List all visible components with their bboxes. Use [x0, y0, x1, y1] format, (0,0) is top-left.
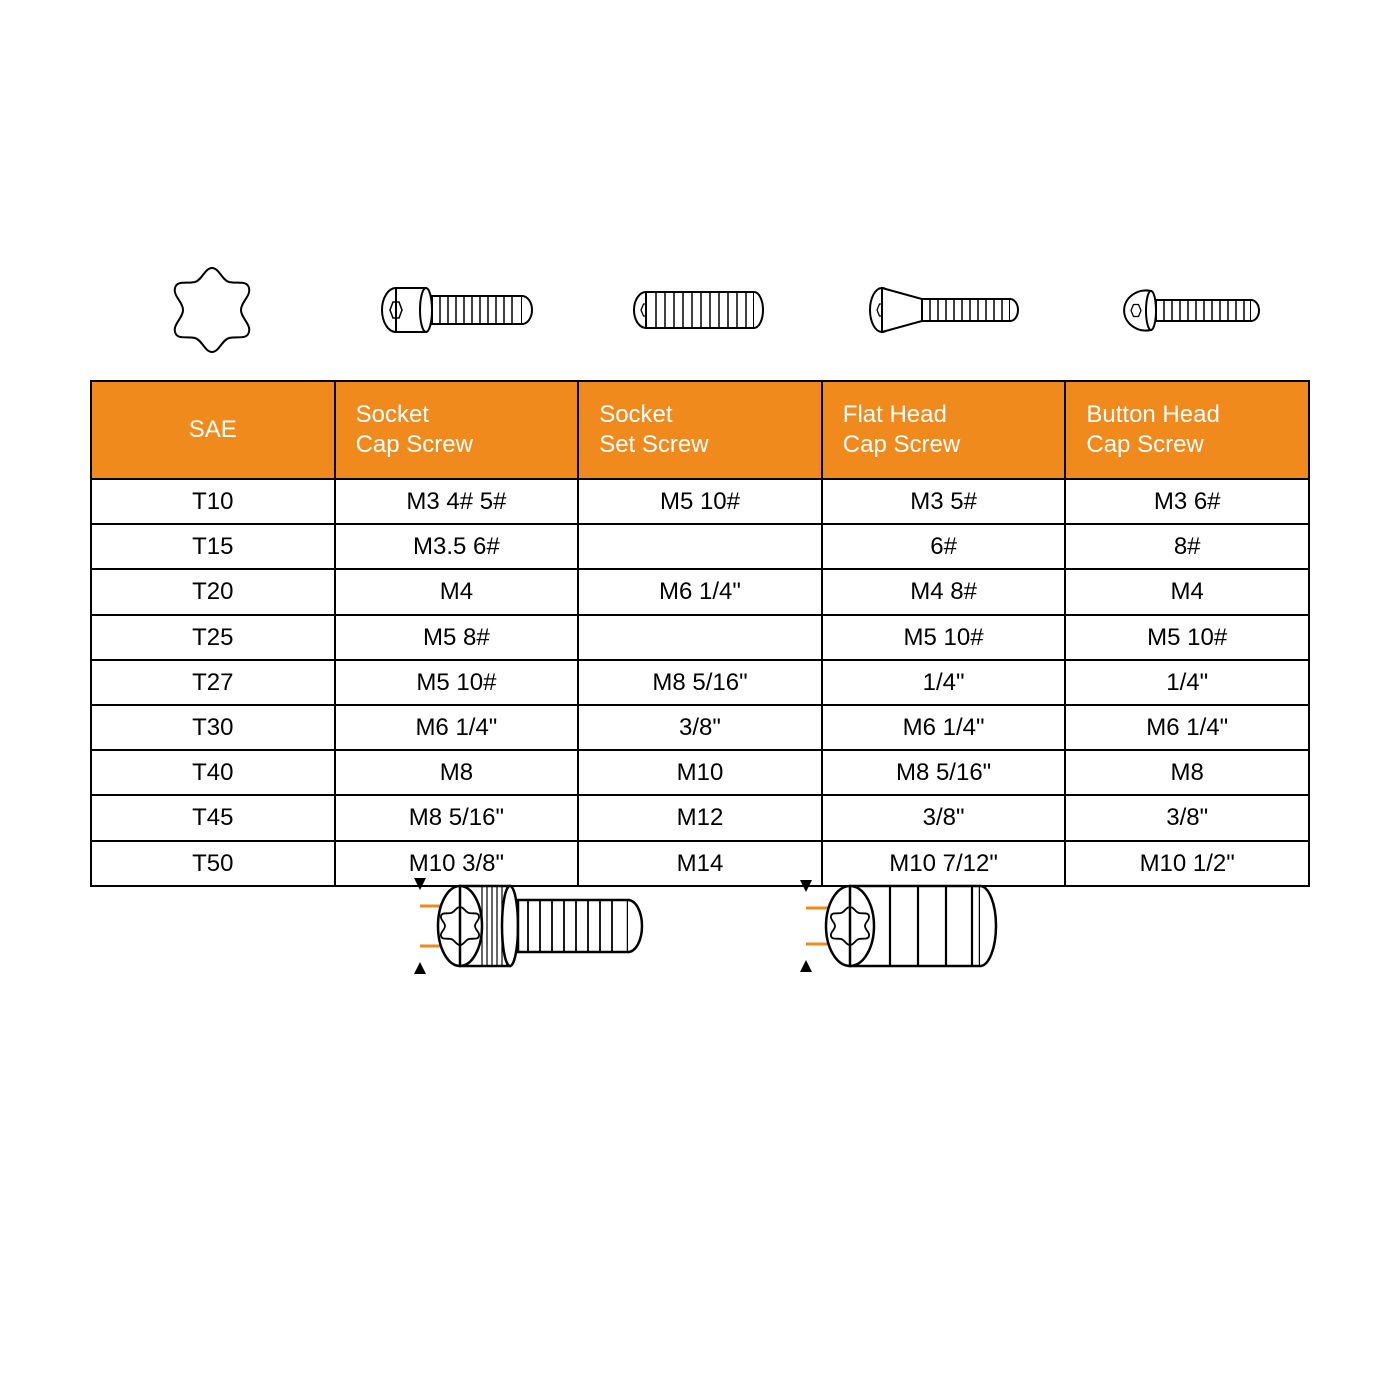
table-cell: M5 10# — [335, 660, 579, 705]
table-cell: M6 1/4" — [578, 569, 822, 614]
col-label: Socket — [599, 401, 672, 428]
table-cell: M10 — [578, 750, 822, 795]
dimension-illustration-row — [0, 870, 1400, 990]
socket-set-screw-icon — [578, 285, 822, 335]
table-cell: M12 — [578, 795, 822, 840]
table-cell: T40 — [91, 750, 335, 795]
table-cell: M8 — [1065, 750, 1309, 795]
torx-size-table: SAE Socket Cap Screw Socket Set Screw Fl… — [90, 380, 1310, 887]
table-cell: M8 5/16" — [822, 750, 1066, 795]
col-header-socket-cap: Socket Cap Screw — [335, 381, 579, 479]
table-cell: 6# — [822, 524, 1066, 569]
table-cell: T45 — [91, 795, 335, 840]
col-header-sae: SAE — [91, 381, 335, 479]
table-cell: 1/4" — [822, 660, 1066, 705]
col-header-button-head: Button Head Cap Screw — [1065, 381, 1309, 479]
table-cell: 1/4" — [1065, 660, 1309, 705]
table-cell — [578, 615, 822, 660]
table-header-row: SAE Socket Cap Screw Socket Set Screw Fl… — [91, 381, 1309, 479]
table-cell: 8# — [1065, 524, 1309, 569]
table-cell: 3/8" — [1065, 795, 1309, 840]
table-cell: T25 — [91, 615, 335, 660]
button-head-cap-screw-icon — [1066, 283, 1310, 338]
table-cell: M6 1/4" — [335, 705, 579, 750]
col-label: Flat Head — [843, 401, 947, 428]
table-cell: M4 — [1065, 569, 1309, 614]
table-cell: M5 10# — [1065, 615, 1309, 660]
torx-star-icon — [90, 265, 334, 355]
col-label: SAE — [189, 416, 237, 443]
table-cell: T10 — [91, 479, 335, 524]
table-cell: T15 — [91, 524, 335, 569]
col-header-socket-set: Socket Set Screw — [578, 381, 822, 479]
table-cell: M5 10# — [578, 479, 822, 524]
table-cell: M4 8# — [822, 569, 1066, 614]
table-row: T20M4M6 1/4"M4 8#M4 — [91, 569, 1309, 614]
col-label: Button Head — [1086, 401, 1219, 428]
socket-cap-screw-icon — [334, 280, 578, 340]
socket-set-screw-dimension-icon — [780, 870, 1010, 990]
col-label: Set Screw — [599, 431, 708, 458]
table-cell: M3 5# — [822, 479, 1066, 524]
table-cell: M5 10# — [822, 615, 1066, 660]
screw-type-icon-row — [90, 260, 1310, 360]
col-label: Cap Screw — [843, 431, 960, 458]
table-cell: M8 5/16" — [578, 660, 822, 705]
table-cell: M6 1/4" — [822, 705, 1066, 750]
table-cell: M3.5 6# — [335, 524, 579, 569]
table-cell — [578, 524, 822, 569]
col-label: Socket — [356, 401, 429, 428]
table-row: T45M8 5/16"M123/8"3/8" — [91, 795, 1309, 840]
table-row: T40M8M10M8 5/16"M8 — [91, 750, 1309, 795]
table-cell: M8 — [335, 750, 579, 795]
table-cell: T20 — [91, 569, 335, 614]
table-cell: M4 — [335, 569, 579, 614]
table-row: T10M3 4# 5#M5 10#M3 5#M3 6# — [91, 479, 1309, 524]
col-header-flat-head: Flat Head Cap Screw — [822, 381, 1066, 479]
table-row: T30M6 1/4"3/8"M6 1/4"M6 1/4" — [91, 705, 1309, 750]
table-cell: 3/8" — [822, 795, 1066, 840]
flat-head-cap-screw-icon — [822, 283, 1066, 338]
table-cell: M3 4# 5# — [335, 479, 579, 524]
table-cell: M8 5/16" — [335, 795, 579, 840]
table-cell: M6 1/4" — [1065, 705, 1309, 750]
table-row: T27M5 10#M8 5/16"1/4"1/4" — [91, 660, 1309, 705]
col-label: Cap Screw — [356, 431, 473, 458]
table-cell: T30 — [91, 705, 335, 750]
table-cell: 3/8" — [578, 705, 822, 750]
col-label: Cap Screw — [1086, 431, 1203, 458]
table-row: T15M3.5 6# 6#8# — [91, 524, 1309, 569]
socket-cap-screw-dimension-icon — [390, 870, 650, 990]
table-cell: M5 8# — [335, 615, 579, 660]
table-row: T25M5 8# M5 10#M5 10# — [91, 615, 1309, 660]
table-cell: T27 — [91, 660, 335, 705]
table-cell: M3 6# — [1065, 479, 1309, 524]
